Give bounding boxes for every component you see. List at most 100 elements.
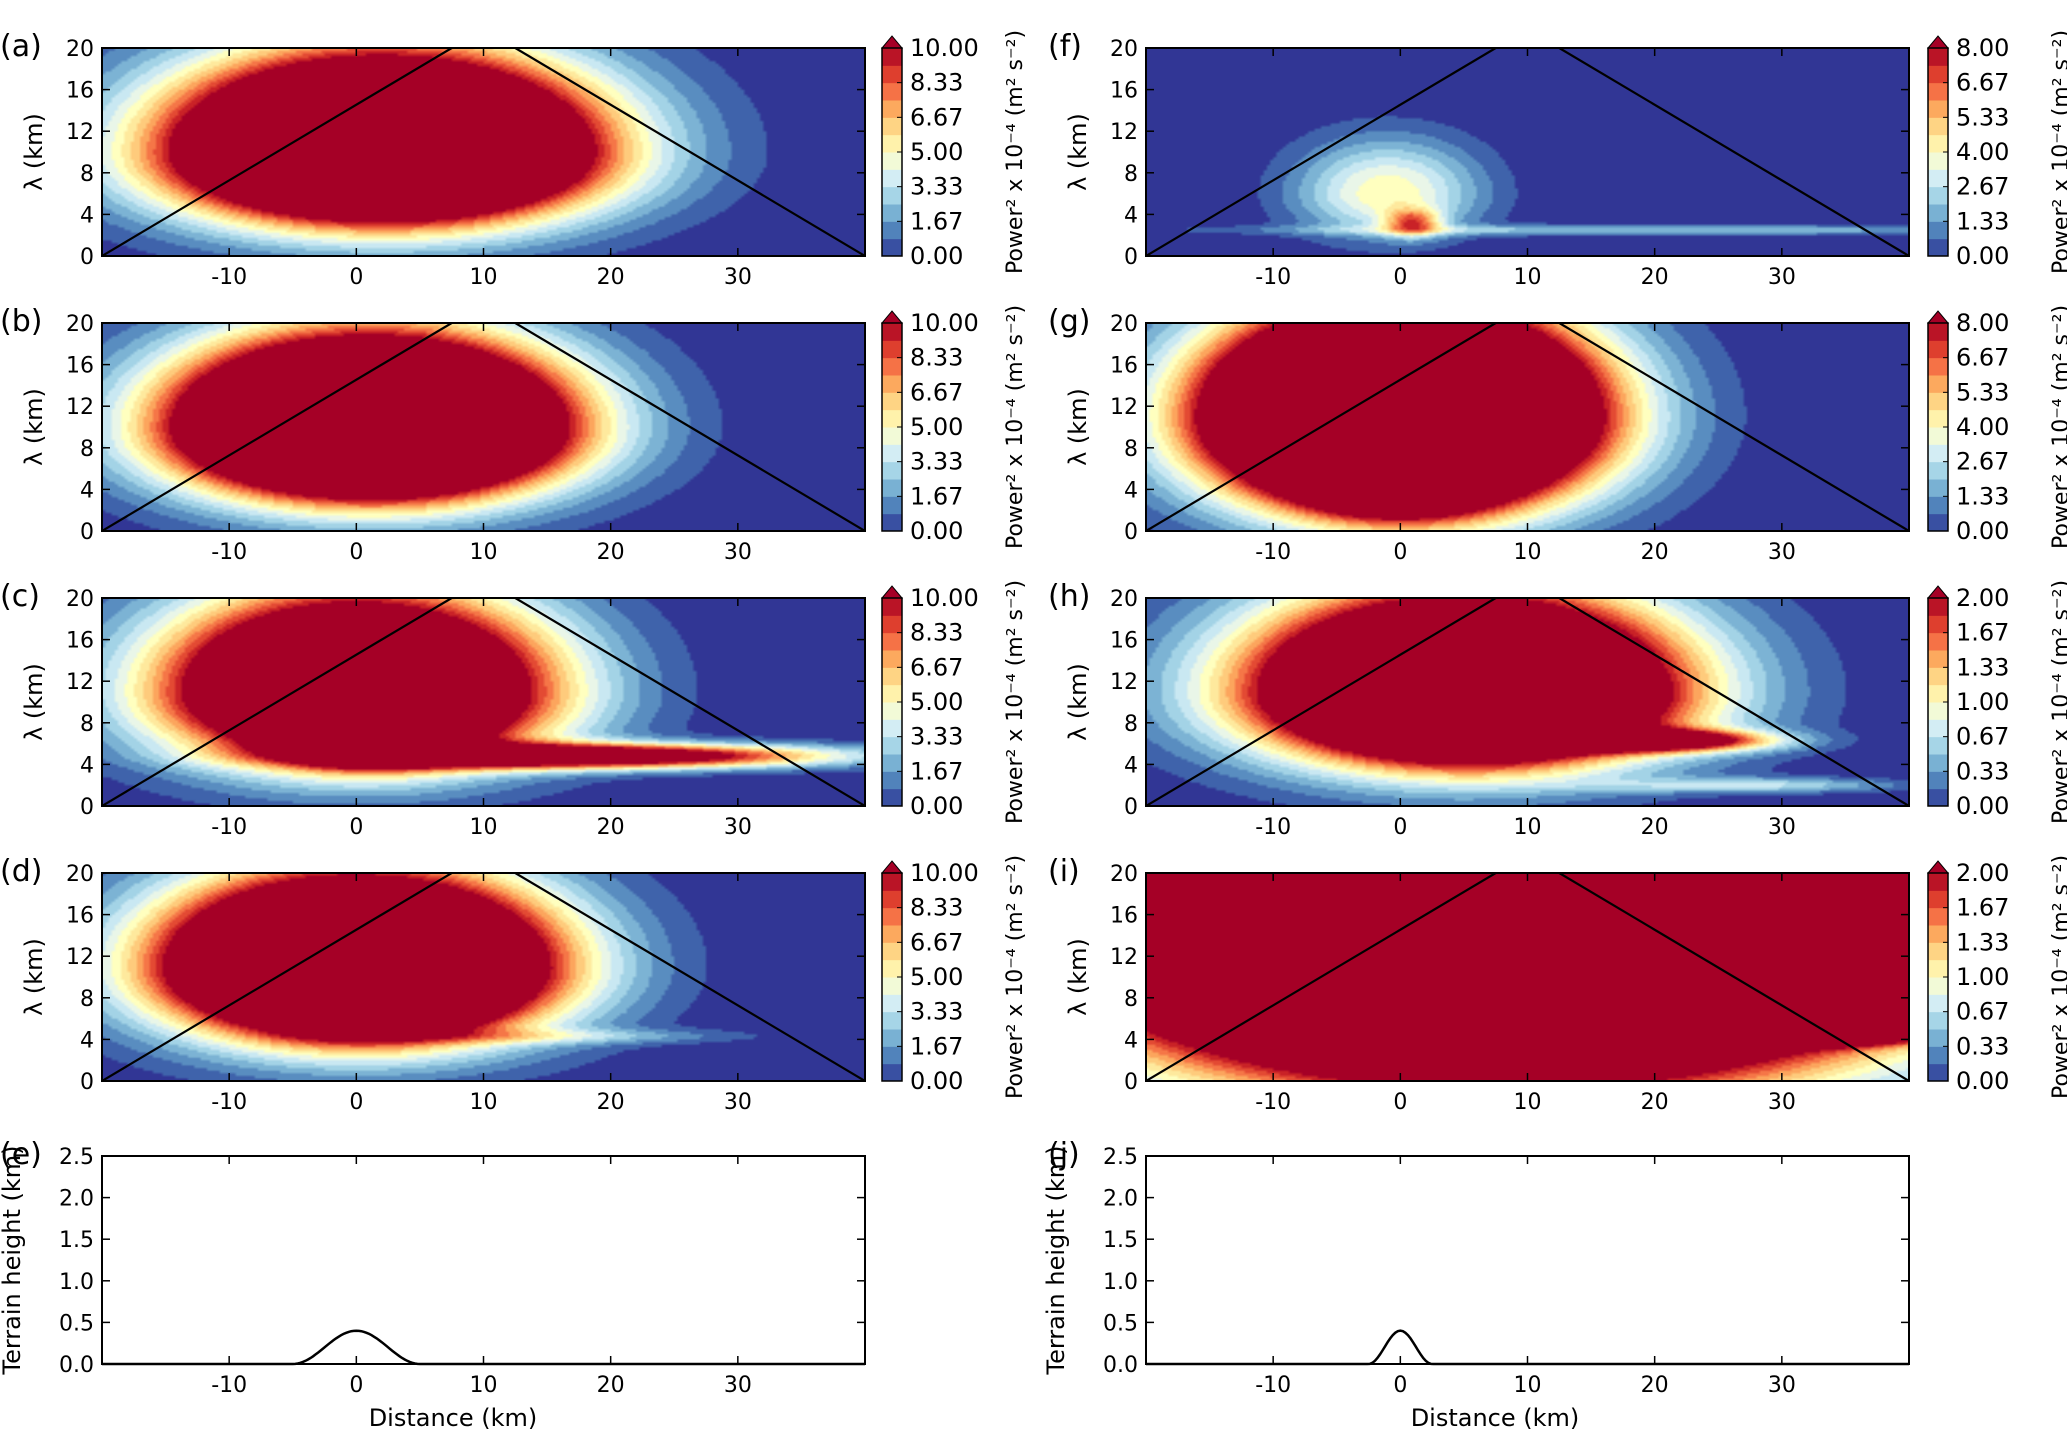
y-tick-label-c: 20 bbox=[66, 587, 94, 612]
x-tick-label-d: 0 bbox=[349, 1090, 363, 1115]
x-tick-label-h: 10 bbox=[1514, 815, 1542, 840]
colorbar-extend-arrow bbox=[1926, 860, 1950, 874]
colorbar-swatch bbox=[1928, 994, 1948, 1013]
y-tick-label-e: 0.5 bbox=[59, 1311, 94, 1336]
colorbar-swatch bbox=[1928, 392, 1948, 411]
colorbar-extend-arrow bbox=[1926, 35, 1950, 49]
colorbar-swatch bbox=[882, 357, 902, 376]
x-tick-label-i: 30 bbox=[1768, 1090, 1796, 1115]
colorbar-tick-label-b: 5.00 bbox=[910, 413, 963, 441]
colorbar-tick-label-d: 3.33 bbox=[910, 998, 963, 1026]
colorbar-swatch bbox=[882, 375, 902, 393]
colorbar-tick-label-a: 3.33 bbox=[910, 173, 963, 201]
colorbar-tick-label-b: 0.00 bbox=[910, 517, 963, 545]
x-tick-label-e: 30 bbox=[724, 1373, 752, 1398]
panel-i: -10 0 10 20 30 0 4 8 12 16 20 λ (km) (i) 0.00 0.33 0.67… bbox=[1048, 854, 2067, 1115]
y-tick-label-i: 12 bbox=[1110, 945, 1138, 970]
colorbar-swatch bbox=[1928, 615, 1948, 634]
x-tick-label-c: 10 bbox=[470, 815, 498, 840]
x-tick-label-g: 30 bbox=[1768, 540, 1796, 565]
x-tick-label-b: 0 bbox=[349, 540, 363, 565]
colorbar-tick-label-a: 5.00 bbox=[910, 138, 963, 166]
colorbar-extend-arrow bbox=[880, 310, 904, 324]
colorbar-tick-label-b: 6.67 bbox=[910, 378, 963, 406]
x-tick-label-j: 20 bbox=[1641, 1373, 1669, 1398]
y-tick-label-i: 0 bbox=[1124, 1070, 1138, 1095]
colorbar-swatch bbox=[1928, 479, 1948, 497]
y-tick-label-j: 0.5 bbox=[1103, 1311, 1138, 1336]
colorbar-tick-label-h: 1.00 bbox=[1956, 688, 2009, 716]
colorbar-tick-label-f: 5.33 bbox=[1956, 103, 2009, 131]
x-tick-label-g: 10 bbox=[1514, 540, 1542, 565]
colorbar-swatch bbox=[882, 890, 902, 909]
cone-of-influence-line bbox=[102, 873, 453, 1081]
y-tick-label-a: 16 bbox=[66, 79, 94, 104]
y-tick-label-g: 12 bbox=[1110, 395, 1138, 420]
colorbar-swatch bbox=[1928, 340, 1948, 359]
x-tick-label-f: 10 bbox=[1514, 265, 1542, 290]
y-tick-label-a: 8 bbox=[80, 162, 94, 187]
colorbar-tick-label-d: 1.67 bbox=[910, 1032, 963, 1060]
colorbar-swatch bbox=[1928, 375, 1948, 393]
colorbar-swatch bbox=[882, 152, 902, 170]
colorbar-tick-label-a: 1.67 bbox=[910, 207, 963, 235]
cone-of-influence-line bbox=[102, 323, 453, 531]
colorbar-tick-label-g: 5.33 bbox=[1956, 378, 2009, 406]
colorbar-swatch bbox=[1928, 204, 1948, 222]
colorbar-tick-label-h: 2.00 bbox=[1956, 584, 2009, 612]
colorbar-swatch bbox=[1928, 632, 1948, 651]
colorbar-swatch bbox=[1928, 771, 1948, 790]
y-tick-label-a: 20 bbox=[66, 37, 94, 62]
colorbar-tick-label-f: 1.33 bbox=[1956, 207, 2009, 235]
x-tick-label-e: 0 bbox=[349, 1373, 363, 1398]
y-tick-label-c: 4 bbox=[80, 753, 94, 778]
colorbar-tick-label-c: 5.00 bbox=[910, 688, 963, 716]
heatmap-image-f bbox=[1146, 48, 1909, 256]
y-tick-label-c: 0 bbox=[80, 795, 94, 820]
y-tick-label-c: 8 bbox=[80, 712, 94, 737]
colorbar-swatch bbox=[882, 667, 902, 686]
x-tick-label-g: 0 bbox=[1393, 540, 1407, 565]
colorbar-swatch bbox=[1928, 684, 1948, 703]
panel-g: -10 0 10 20 30 0 4 8 12 16 20 λ (km) (g) 0.00 1.33 2.67… bbox=[1048, 304, 2067, 565]
y-axis-label-j: Terrain height (km) bbox=[1042, 1145, 1070, 1375]
y-axis-label-e: Terrain height (km) bbox=[0, 1145, 26, 1375]
y-tick-label-d: 16 bbox=[66, 904, 94, 929]
y-tick-label-g: 8 bbox=[1124, 437, 1138, 462]
colorbar-swatch bbox=[1928, 736, 1948, 755]
colorbar-swatch bbox=[1928, 702, 1948, 720]
colorbar-swatch bbox=[882, 65, 902, 84]
colorbar-label-b: Power² x 10⁻⁴ (m² s⁻²) bbox=[1003, 305, 1028, 549]
colorbar-swatch bbox=[882, 117, 902, 136]
colorbar-tick-label-f: 0.00 bbox=[1956, 242, 2009, 270]
x-tick-label-j: 10 bbox=[1514, 1373, 1542, 1398]
cone-of-influence-line bbox=[514, 873, 865, 1081]
cone-of-influence-line bbox=[1146, 48, 1497, 256]
colorbar-swatch bbox=[882, 684, 902, 703]
colorbar-swatch bbox=[882, 461, 902, 480]
cone-of-influence-line bbox=[514, 598, 865, 806]
panel-d: -10 0 10 20 30 0 4 8 12 16 20 λ (km) (d) 0.00 1.67 3.33… bbox=[0, 854, 1028, 1115]
colorbar-swatch bbox=[882, 907, 902, 926]
colorbar-swatch bbox=[882, 650, 902, 668]
colorbar-swatch bbox=[882, 942, 902, 961]
y-tick-label-d: 8 bbox=[80, 987, 94, 1012]
x-tick-label-d: 30 bbox=[724, 1090, 752, 1115]
y-tick-label-e: 1.5 bbox=[59, 1228, 94, 1253]
colorbar-swatch bbox=[882, 427, 902, 445]
panel-label-a: (a) bbox=[0, 29, 42, 64]
colorbar-tick-label-c: 8.33 bbox=[910, 619, 963, 647]
colorbar-swatch bbox=[1928, 1029, 1948, 1047]
x-tick-label-a: 30 bbox=[724, 265, 752, 290]
colorbar-extend-arrow bbox=[880, 585, 904, 599]
y-axis-label-d: λ (km) bbox=[20, 938, 48, 1016]
cone-of-influence-line bbox=[102, 48, 453, 256]
plot-frame-e bbox=[101, 1155, 866, 1365]
y-tick-label-h: 12 bbox=[1110, 670, 1138, 695]
colorbar-swatch bbox=[882, 1029, 902, 1047]
colorbar-tick-label-g: 6.67 bbox=[1956, 344, 2009, 372]
x-tick-label-h: 0 bbox=[1393, 815, 1407, 840]
colorbar-swatch bbox=[1928, 1063, 1948, 1082]
colorbar-swatch bbox=[882, 632, 902, 651]
colorbar-swatch bbox=[1928, 890, 1948, 909]
